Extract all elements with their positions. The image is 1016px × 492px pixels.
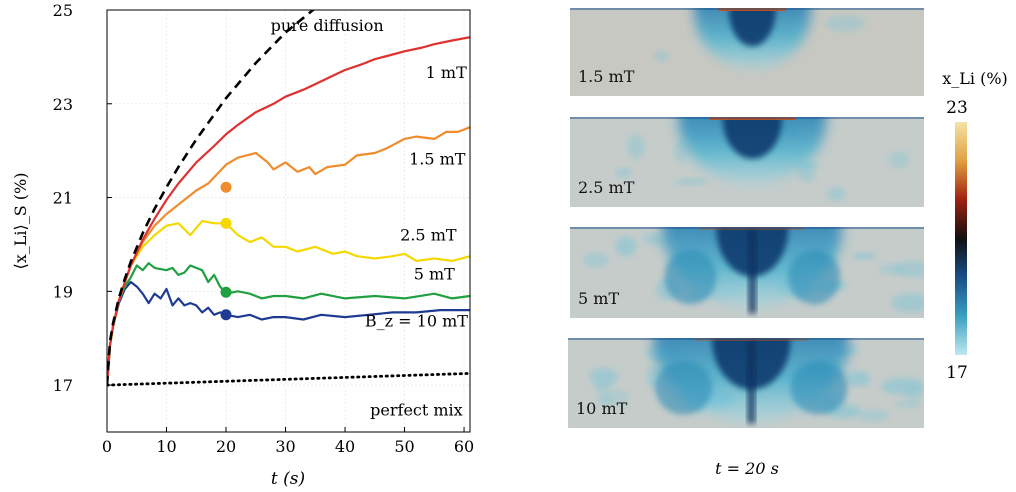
x-tick-label: 40 (335, 437, 355, 456)
annotation-2-5-mt: 2.5 mT (400, 226, 457, 245)
colorbar-max-label: 23 (946, 98, 968, 118)
colorbar-bar (955, 122, 967, 355)
y-tick-labels: 17 19 21 23 25 (53, 1, 73, 395)
annotation-layer: pure diffusion 1 mT 1.5 mT 2.5 mT 5 mT B_z = … (271, 16, 469, 419)
plot-frame (106, 9, 471, 433)
x-tick-label: 60 (454, 437, 474, 456)
field-panel-label: 5 mT (578, 289, 619, 308)
x-tick-label: 10 (156, 437, 176, 456)
colorbar-min-label: 17 (946, 363, 968, 383)
annotation-pure-diffusion: pure diffusion (271, 16, 384, 35)
y-axis-label: ⟨x_Li⟩_S (%) (11, 173, 30, 270)
time-marker (220, 286, 232, 298)
annotation-1-mt: 1 mT (426, 63, 467, 82)
series-line-b-z-10-mt (107, 280, 470, 387)
series-line-1-mt (107, 36, 470, 387)
series-line-2-5-mt (107, 219, 470, 387)
marker-layer (220, 181, 232, 321)
field-panel-label: 2.5 mT (578, 178, 635, 197)
field-panel-5-mt: 5 mT (570, 227, 924, 318)
x-tick-label: 50 (394, 437, 414, 456)
time-marker (220, 309, 232, 321)
line-chart: 0 10 20 30 40 50 60 17 19 21 23 25 pure diffusion 1… (11, 1, 474, 489)
annotation-5-mt: 5 mT (414, 265, 455, 284)
x-tick-label: 30 (275, 437, 295, 456)
colorbar-label: x_Li (%) (942, 69, 1008, 88)
y-tick-label: 21 (53, 189, 73, 208)
colorbar: x_Li (%) 23 17 (942, 69, 1008, 383)
x-axis-label: t (s) (271, 469, 305, 489)
field-panel-1-5-mt: 1.5 mT (570, 8, 924, 96)
x-tick-labels: 0 10 20 30 40 50 60 (102, 437, 474, 456)
annotation-perfect-mix: perfect mix (370, 401, 463, 420)
grid (106, 9, 470, 432)
time-marker (220, 181, 232, 193)
series-line-pure-diffusion (107, 10, 316, 386)
time-marker (220, 217, 232, 229)
fields-caption: t = 20 s (715, 459, 779, 478)
y-tick-label: 17 (53, 376, 73, 395)
series-line-perfect-mix (107, 372, 470, 387)
concentration-fields: 1.5 mT 2.5 mT 5 mT 10 mT (568, 8, 924, 428)
x-tick-label: 0 (102, 437, 112, 456)
series-line-5-mt (107, 262, 470, 387)
annotation-1-5-mt: 1.5 mT (409, 150, 466, 169)
y-tick-label: 19 (53, 282, 73, 301)
field-panel-10-mt: 10 mT (568, 338, 924, 428)
y-tick-label: 23 (53, 95, 73, 114)
y-tick-label: 25 (53, 1, 73, 20)
field-panel-label: 1.5 mT (578, 67, 635, 86)
series-layer (107, 10, 470, 387)
field-panel-label: 10 mT (576, 399, 628, 418)
x-tick-label: 20 (216, 437, 236, 456)
field-panel-2-5-mt: 2.5 mT (570, 117, 924, 207)
annotation-b-z-10-mt: B_z = 10 mT (365, 312, 468, 331)
